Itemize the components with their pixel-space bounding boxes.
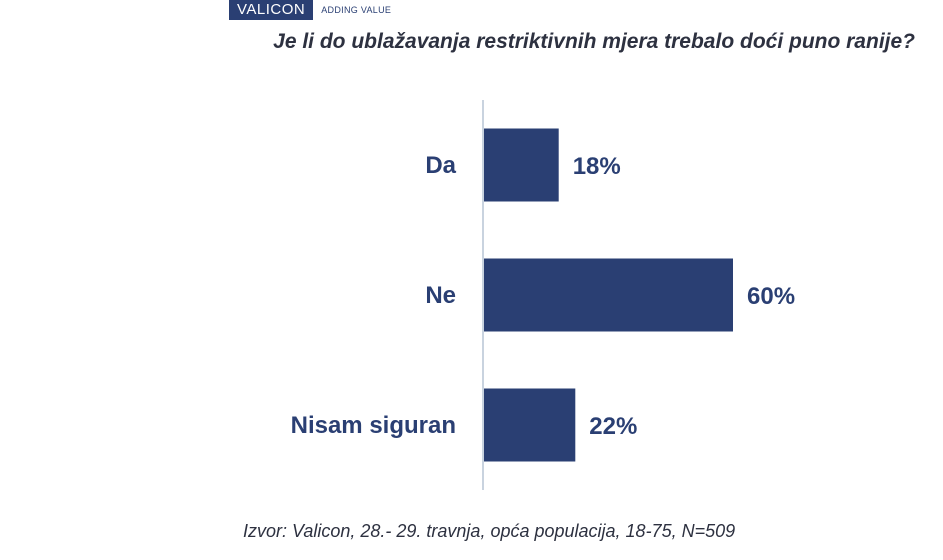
category-label: Nisam siguran bbox=[291, 412, 456, 439]
bar-da bbox=[484, 128, 559, 202]
brand-tagline: ADDING VALUE bbox=[321, 5, 392, 15]
category-label: Da bbox=[425, 152, 456, 179]
chart-title: Je li do ublažavanja restriktivnih mjera… bbox=[273, 30, 915, 53]
chart-source: Izvor: Valicon, 28.- 29. travnja, opća p… bbox=[243, 521, 736, 541]
data-label: 60% bbox=[747, 283, 795, 310]
brand-logo: VALICON ADDING VALUE bbox=[229, 0, 391, 20]
data-label: 18% bbox=[573, 153, 621, 180]
data-label: 22% bbox=[589, 413, 637, 440]
brand-name: VALICON bbox=[229, 0, 314, 20]
bar-nisam-siguran bbox=[484, 388, 576, 462]
category-label: Ne bbox=[425, 282, 456, 309]
bar-ne bbox=[484, 258, 733, 332]
